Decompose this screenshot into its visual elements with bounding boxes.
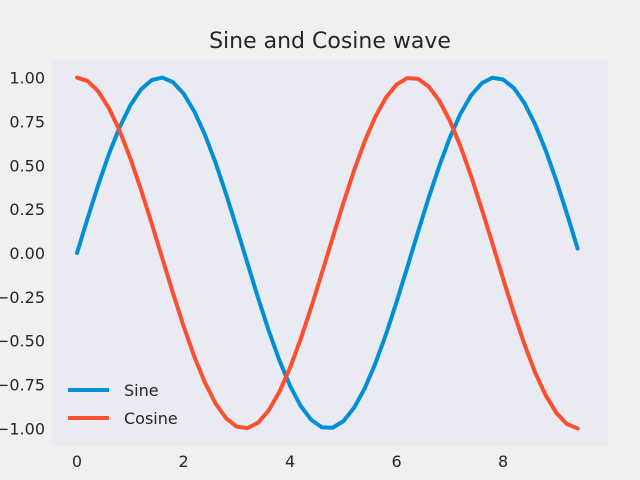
series-line-cosine xyxy=(75,75,580,431)
series-line-sine xyxy=(75,75,580,430)
x-tick-label: 6 xyxy=(391,452,401,471)
y-axis-ticks: 1.00 0.75 0.50 0.25 0.00 −0.25 −0.50 −0.75 −1.00 xyxy=(0,69,45,439)
x-tick-label: 4 xyxy=(285,452,295,471)
x-axis-ticks: 0 2 4 6 8 xyxy=(72,452,508,471)
y-tick-label: 0.25 xyxy=(9,200,45,219)
x-tick-label: 8 xyxy=(498,452,508,471)
legend-label-cosine: Cosine xyxy=(124,409,178,428)
y-tick-label: −0.75 xyxy=(0,376,45,395)
y-tick-label: 0.50 xyxy=(9,156,45,175)
x-tick-label: 0 xyxy=(72,452,82,471)
x-tick-label: 2 xyxy=(178,452,188,471)
y-tick-label: 0.75 xyxy=(9,112,45,131)
y-tick-label: 1.00 xyxy=(9,69,45,88)
y-tick-label: −1.00 xyxy=(0,419,45,438)
legend: Sine Cosine xyxy=(68,381,178,428)
y-tick-label: −0.25 xyxy=(0,288,45,307)
y-tick-label: 0.00 xyxy=(9,244,45,263)
y-tick-label: −0.50 xyxy=(0,332,45,351)
series-lines xyxy=(75,75,580,431)
legend-label-sine: Sine xyxy=(124,381,159,400)
chart-title: Sine and Cosine wave xyxy=(209,29,451,54)
